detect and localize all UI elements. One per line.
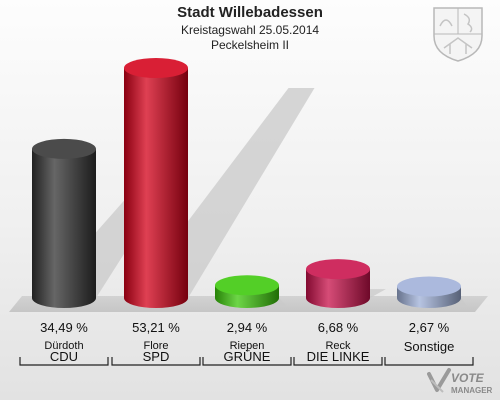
bar-spd xyxy=(124,58,188,308)
value-label: 53,21 % xyxy=(132,320,180,335)
category-bracket xyxy=(111,357,201,366)
value-label: 2,67 % xyxy=(409,320,450,335)
category-bracket xyxy=(19,357,109,366)
value-label: 34,49 % xyxy=(40,320,88,335)
chart-subtitle: Kreistagswahl 25.05.2014 xyxy=(180,23,320,37)
chart-title: Stadt Willebadessen xyxy=(177,4,323,21)
bar-sonstige xyxy=(397,276,461,308)
candidate-label: Riepen xyxy=(230,340,265,352)
category-bracket xyxy=(202,357,292,366)
value-label: 2,94 % xyxy=(227,320,268,335)
bar-cdu xyxy=(32,138,96,308)
party-label: DIE LINKE xyxy=(307,349,370,364)
votemanager-logo-icon xyxy=(427,368,451,393)
bar-grüne xyxy=(215,275,279,308)
category-bracket xyxy=(384,357,474,366)
votemanager-logo-line1: VOTE xyxy=(451,371,485,385)
candidate-label: Reck xyxy=(325,340,351,352)
party-label: SPD xyxy=(143,349,170,364)
votemanager-logo-line2: MANAGER xyxy=(451,386,493,395)
party-label: Sonstige xyxy=(404,339,455,354)
district-name: Peckelsheim II xyxy=(210,38,290,52)
votemanager-logo: VOTE MANAGER xyxy=(427,368,493,395)
candidate-label: Flore xyxy=(143,340,168,352)
bar-die-linke xyxy=(306,259,370,308)
candidate-label: Dürdoth xyxy=(44,340,83,352)
party-label: GRÜNE xyxy=(224,349,271,364)
party-label: CDU xyxy=(50,349,78,364)
value-label: 6,68 % xyxy=(318,320,359,335)
nrw-coat-of-arms-icon xyxy=(433,7,483,62)
category-bracket xyxy=(293,357,383,366)
